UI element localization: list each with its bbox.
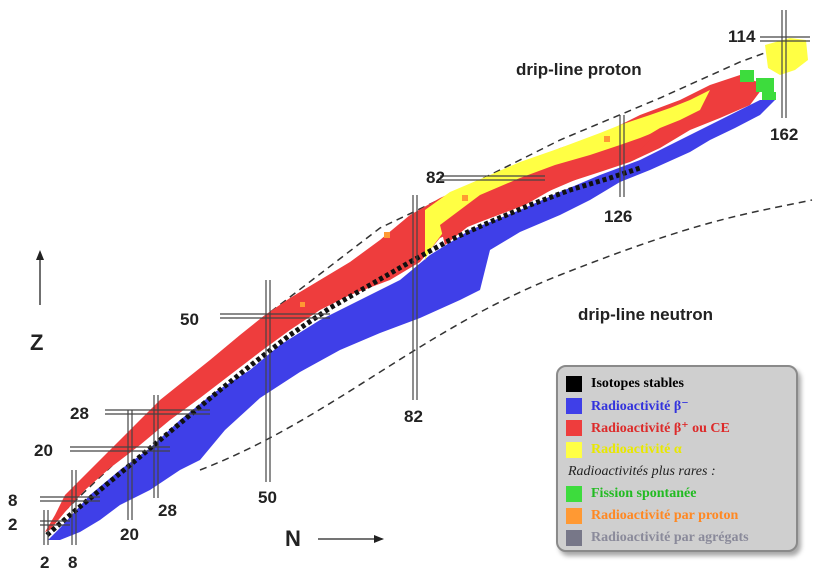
z-magic-label: 8 — [8, 491, 17, 510]
n-magic-lines — [43, 10, 787, 545]
n-magic-label: 50 — [258, 488, 277, 507]
n-magic-label: 82 — [404, 407, 423, 426]
z-magic-label: 50 — [180, 310, 199, 329]
legend-subtitle: Radioactivités plus rares : — [568, 464, 716, 479]
legend-swatch — [566, 530, 582, 546]
legend-item-beta-plus: Radioactivité β⁺ ou CE — [566, 417, 788, 439]
n-magic-label: 162 — [770, 125, 798, 144]
legend-swatch — [566, 486, 582, 502]
fission-cluster-1 — [740, 70, 754, 82]
z-magic-label: 28 — [70, 404, 89, 423]
neutron-drip-line-label: drip-line neutron — [578, 305, 713, 324]
stability-valley — [45, 165, 641, 537]
legend-label: Radioactivité α — [591, 442, 682, 457]
n-magic-label: 8 — [68, 553, 77, 572]
legend-label: Isotopes stables — [591, 376, 684, 391]
legend-label: Fission spontanée — [591, 486, 697, 501]
n-axis-arrowhead — [374, 535, 384, 543]
legend-item-beta-minus: Radioactivité β⁻ — [566, 395, 788, 417]
z-axis-label: Z — [30, 330, 43, 355]
beta-minus-region — [48, 100, 775, 540]
legend-label: Radioactivité par proton — [591, 508, 739, 523]
legend-swatch — [566, 376, 582, 392]
legend-swatch — [566, 508, 582, 524]
legend-label: Radioactivité par agrégats — [591, 530, 749, 545]
legend-swatch — [566, 442, 582, 458]
legend-item-fission: Fission spontanée — [566, 483, 788, 505]
n-magic-label: 126 — [604, 207, 632, 226]
z-axis-arrowhead — [36, 250, 44, 260]
legend-label: Radioactivité β⁻ — [591, 398, 689, 414]
proton-cell-4 — [604, 136, 610, 142]
legend-item-alpha: Radioactivité α — [566, 439, 788, 461]
z-magic-label: 20 — [34, 441, 53, 460]
z-magic-label: 114 — [728, 27, 756, 46]
z-magic-label: 2 — [8, 515, 17, 534]
proton-cell-2 — [300, 302, 305, 307]
legend-panel: Isotopes stables Radioactivité β⁻ Radioa… — [556, 365, 798, 552]
proton-cell-1 — [384, 232, 390, 238]
legend-swatch — [566, 420, 582, 436]
fission-cluster-3 — [762, 92, 776, 100]
beta-plus-region — [45, 75, 765, 532]
legend-item-cluster: Radioactivité par agrégats — [566, 527, 788, 549]
heavy-red-band — [440, 130, 660, 245]
neutron-drip-line — [199, 199, 813, 471]
n-axis-label: N — [285, 526, 301, 551]
legend-label: Radioactivité β⁺ ou CE — [591, 420, 730, 436]
z-magic-label: 82 — [426, 168, 445, 187]
n-magic-label: 28 — [158, 501, 177, 520]
legend-swatch — [566, 398, 582, 414]
legend-item-stable: Isotopes stables — [566, 373, 788, 395]
n-magic-label: 20 — [120, 525, 139, 544]
proton-drip-line-label: drip-line proton — [516, 60, 642, 79]
z-magic-lines — [40, 36, 810, 526]
fission-cluster-2 — [756, 78, 774, 92]
n-magic-label: 2 — [40, 553, 49, 572]
proton-cell-3 — [462, 195, 468, 201]
legend-item-proton: Radioactivité par proton — [566, 505, 788, 527]
